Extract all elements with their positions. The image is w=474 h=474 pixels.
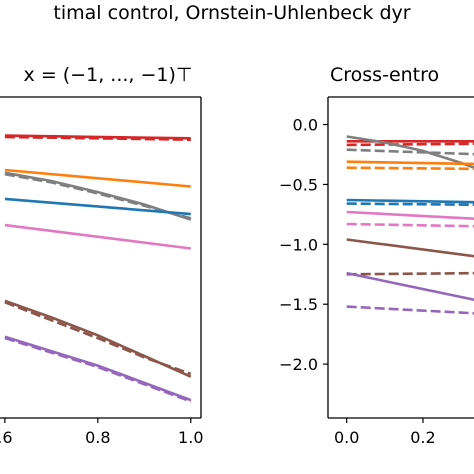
series-line-purple-solid [346,271,474,302]
chart-panel-1: .6 0.8 1.0 [0,96,204,447]
y-tick-label: −1.5 [279,295,318,314]
series-line-purple-solid [4,335,192,402]
y-tick-label: −1.0 [279,235,318,254]
right-panel-title: Cross-entro [330,64,439,86]
series-line-red-dashed [4,135,191,141]
series-line-pink-dashed [346,222,474,228]
x-tick-label: 0.0 [334,428,359,447]
suptitle: timal control, Ornstein-Uhlenbeck dyr [53,2,410,24]
series-line-gray-dashed [346,148,474,156]
series-line-red-dashed [346,142,474,147]
series-line-purple-dashed [346,305,474,315]
series-line-blue-solid [346,198,474,204]
series-line-brown-dashed [4,301,192,376]
series-line-purple-dashed [4,336,192,403]
chart-panel-2: 0.0 0.2 0.0 −0.5 −1.0 −1.5 −2.0 [279,96,474,447]
x-tick-label: .6 [0,428,13,447]
series-line-blue-solid [4,197,191,216]
series-line-blue-dashed [346,202,474,207]
series-line-brown-solid [346,238,474,258]
y-tick-label: −2.0 [279,355,318,374]
series-line-red-solid [4,134,191,140]
series-line-brown-solid [4,299,192,378]
y-tick-label: 0.0 [293,116,318,135]
series-line-pink-solid [346,210,474,220]
x-tick-label: 1.0 [178,428,203,447]
x-tick-label: 0.8 [85,428,110,447]
left-panel-title: x = (−1, ..., −1)⊤ [24,64,193,86]
series-line-brown-dashed [346,271,474,276]
y-tick-label: −0.5 [279,175,318,194]
series-line-orange-solid [346,160,474,166]
series-line-gray-solid [346,135,474,170]
series-line-orange-solid [4,168,191,188]
x-tick-label: 0.2 [410,428,435,447]
series-line-pink-solid [4,223,191,250]
series-line-orange-dashed [346,166,474,171]
series-line-gray-dashed [4,172,192,220]
